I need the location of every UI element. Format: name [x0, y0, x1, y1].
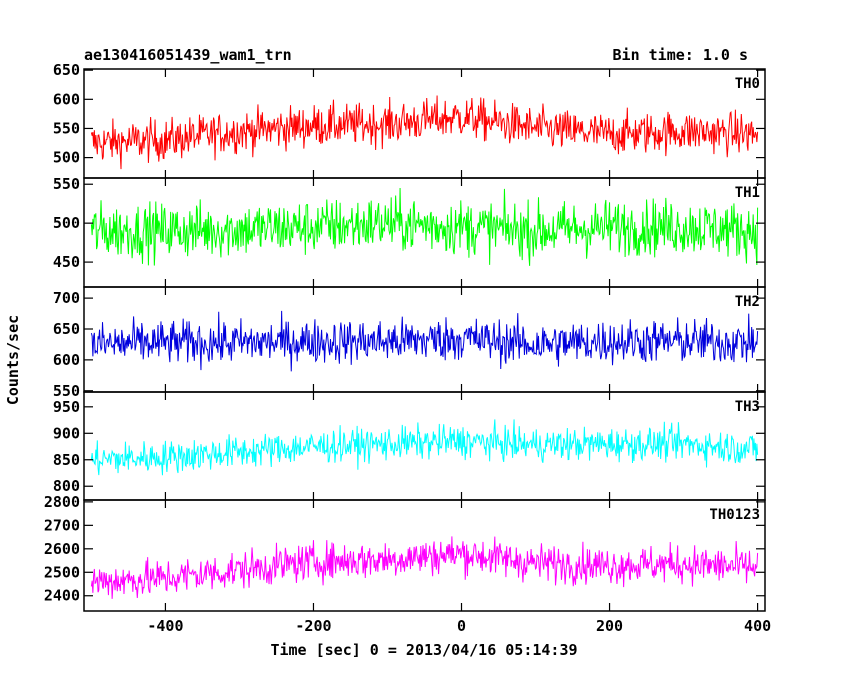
- panel-th1: 450 500 550 TH1: [53, 175, 766, 288]
- series-line-th2: [90, 310, 759, 372]
- x-axis-label: Time [sec] 0 = 2013/04/16 05:14:39: [270, 641, 577, 659]
- chart-title: ae130416051439_wam1_trn: [84, 46, 292, 64]
- panels: 500 550 600 650 TH0 450 500 550 TH1 550 600 650 700 T…: [44, 61, 771, 635]
- panel-frame: [83, 499, 766, 612]
- y-tick-label: 800: [53, 477, 80, 495]
- y-tick-label: 950: [53, 398, 80, 416]
- bin-time-label: Bin time: 1.0 s: [613, 46, 748, 64]
- y-tick-label: 700: [53, 289, 80, 307]
- x-tick-label: 400: [744, 617, 771, 635]
- y-tick-label: 600: [53, 90, 80, 108]
- y-tick-label: 2600: [44, 540, 80, 558]
- panel-label: TH1: [735, 185, 760, 201]
- y-tick-label: 600: [53, 351, 80, 369]
- panel-th2: 550 600 650 700 TH2: [53, 286, 766, 400]
- y-axis-label: Counts/sec: [4, 315, 22, 405]
- y-tick-label: 650: [53, 61, 80, 79]
- series-line-th3: [90, 419, 759, 476]
- series-line-th0123: [90, 536, 759, 599]
- x-tick-label: 200: [596, 617, 623, 635]
- panel-label: TH0: [735, 76, 760, 92]
- y-tick-label: 2800: [44, 493, 80, 511]
- y-tick-label: 550: [53, 382, 80, 400]
- panel-th0123: 2400 2500 2600 2700 2800 -400 -200 0 200 400 TH012…: [44, 493, 771, 635]
- y-tick-label: 500: [53, 214, 80, 232]
- y-tick-label: 450: [53, 253, 80, 271]
- x-tick-label: 0: [457, 617, 466, 635]
- panel-th0: 500 550 600 650 TH0: [53, 61, 766, 179]
- panel-label: TH0123: [709, 507, 760, 523]
- panel-frame: [83, 68, 766, 179]
- y-tick-label: 2400: [44, 587, 80, 605]
- y-tick-label: 850: [53, 451, 80, 469]
- x-tick-label: -400: [147, 617, 183, 635]
- series-line-th1: [90, 187, 759, 266]
- x-tick-label: -200: [295, 617, 331, 635]
- y-tick-label: 2700: [44, 516, 80, 534]
- y-tick-label: 2500: [44, 563, 80, 581]
- panel-label: TH3: [735, 399, 760, 415]
- panel-th3: 800 850 900 950 TH3: [53, 391, 766, 501]
- y-tick-label: 550: [53, 119, 80, 137]
- panel-label: TH2: [735, 294, 760, 310]
- y-tick-label: 550: [53, 175, 80, 193]
- y-tick-label: 650: [53, 320, 80, 338]
- panel-frame: [83, 391, 766, 501]
- y-tick-label: 500: [53, 149, 80, 167]
- series-line-th0: [90, 95, 759, 170]
- y-tick-label: 900: [53, 424, 80, 442]
